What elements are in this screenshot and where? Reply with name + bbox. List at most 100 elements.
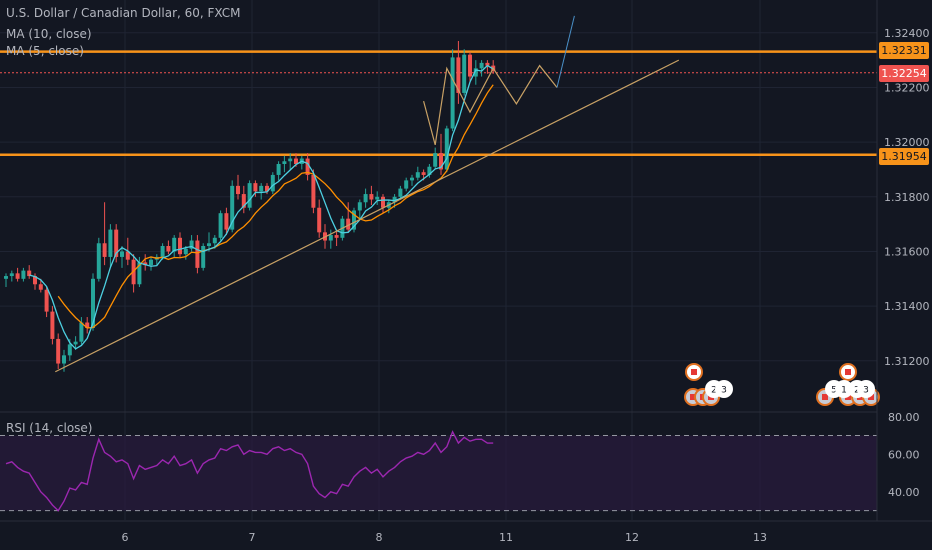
candle-body xyxy=(166,246,171,252)
candle-body xyxy=(114,229,119,257)
candle-body xyxy=(79,322,84,342)
candle-body xyxy=(172,237,177,252)
candle-body xyxy=(15,273,20,279)
candle-body xyxy=(392,196,397,203)
candle-body xyxy=(265,185,269,192)
candle-body xyxy=(462,54,467,93)
candle-body xyxy=(56,338,61,364)
candle-body xyxy=(102,243,107,257)
ma5-legend[interactable]: MA (5, close) xyxy=(6,44,84,58)
candle-body xyxy=(328,235,333,241)
candle-body xyxy=(276,164,281,175)
event-count-badge-text: 2 xyxy=(854,386,860,396)
candle-body xyxy=(62,355,66,364)
candle-body xyxy=(4,276,8,279)
canada-flag-badge[interactable] xyxy=(839,363,857,381)
time-tick-label: 6 xyxy=(122,531,129,544)
candle-body xyxy=(334,235,339,238)
candle-body xyxy=(91,278,95,328)
candle-body xyxy=(50,311,55,339)
candle-body xyxy=(73,341,78,345)
candle-body xyxy=(218,213,223,238)
time-tick-label: 13 xyxy=(753,531,767,544)
rsi-tick-label: 60.00 xyxy=(888,448,920,461)
candle-body xyxy=(9,273,14,277)
candle-body xyxy=(120,251,124,257)
candle-body xyxy=(189,240,194,249)
candle-body xyxy=(410,177,414,181)
candle-body xyxy=(236,185,240,195)
candle-body xyxy=(369,194,374,200)
candle-body xyxy=(85,322,90,328)
symbol-title[interactable]: U.S. Dollar / Canadian Dollar, 60, FXCM xyxy=(6,6,241,20)
candle-body xyxy=(160,246,165,257)
ma10-line xyxy=(57,84,494,329)
candle-body xyxy=(247,183,252,208)
candle-body xyxy=(44,289,49,312)
candle-body xyxy=(224,213,229,230)
candle-body xyxy=(108,229,113,257)
candle-body xyxy=(427,166,432,175)
candle-body xyxy=(363,194,368,203)
candle-body xyxy=(404,180,409,189)
candle-body xyxy=(38,284,43,290)
price-tick-label: 1.32400 xyxy=(884,27,930,40)
time-tick-label: 11 xyxy=(499,531,513,544)
drawings xyxy=(55,15,680,373)
candle-body xyxy=(450,57,455,129)
rsi-panel xyxy=(0,430,877,512)
candle-body xyxy=(27,270,32,277)
candles xyxy=(4,41,496,372)
candle-body xyxy=(433,153,438,167)
candle-body xyxy=(346,218,351,230)
event-count-badge-text: 2 xyxy=(711,386,717,396)
price-tick-label: 1.32000 xyxy=(884,136,930,149)
candle-body xyxy=(317,207,322,233)
candle-body xyxy=(96,243,101,279)
candle-body xyxy=(195,240,200,268)
candle-body xyxy=(375,196,380,200)
candle-body xyxy=(259,185,264,192)
resistance-price-tag: 1.32331 xyxy=(879,42,929,59)
event-count-badge-text: 1 xyxy=(841,386,847,396)
candle-body xyxy=(178,237,182,255)
candle-body xyxy=(125,251,130,260)
event-count-badge-text: 3 xyxy=(721,386,727,396)
rsi-legend[interactable]: RSI (14, close) xyxy=(6,421,93,435)
canada-flag-badge[interactable] xyxy=(685,363,703,381)
candle-body xyxy=(143,262,148,266)
price-tick-label: 1.31800 xyxy=(884,191,930,204)
candle-body xyxy=(288,158,293,162)
candle-body xyxy=(67,344,72,356)
candle-body xyxy=(282,161,287,164)
candle-body xyxy=(444,128,449,170)
candle-body xyxy=(311,174,316,208)
event-count-badge-text: 3 xyxy=(863,386,869,396)
projection-path xyxy=(423,64,558,146)
event-count-badge-circle xyxy=(857,380,875,398)
event-count-badge[interactable]: 3 xyxy=(715,380,733,398)
candle-body xyxy=(305,158,310,175)
ma5-line xyxy=(29,64,494,350)
price-tick-label: 1.31600 xyxy=(884,245,930,258)
candle-body xyxy=(415,172,420,178)
candle-body xyxy=(201,246,206,268)
candle-body xyxy=(352,210,356,230)
time-tick-label: 12 xyxy=(625,531,639,544)
price-levels xyxy=(0,50,877,156)
price-tick-label: 1.31200 xyxy=(884,355,930,368)
ma10-legend[interactable]: MA (10, close) xyxy=(6,27,92,41)
support-price-tag: 1.31954 xyxy=(879,148,929,165)
candle-body xyxy=(473,68,478,77)
event-count-badge[interactable]: 3 xyxy=(857,380,875,398)
us-flag-badge-flag xyxy=(868,394,874,400)
candle-body xyxy=(485,62,490,66)
candle-body xyxy=(294,158,298,164)
candle-body xyxy=(21,270,26,279)
candle-body xyxy=(456,57,461,93)
projection-breakout xyxy=(556,15,575,88)
us-flag-badge-flag xyxy=(690,394,696,400)
price-tick-label: 1.32200 xyxy=(884,81,930,94)
